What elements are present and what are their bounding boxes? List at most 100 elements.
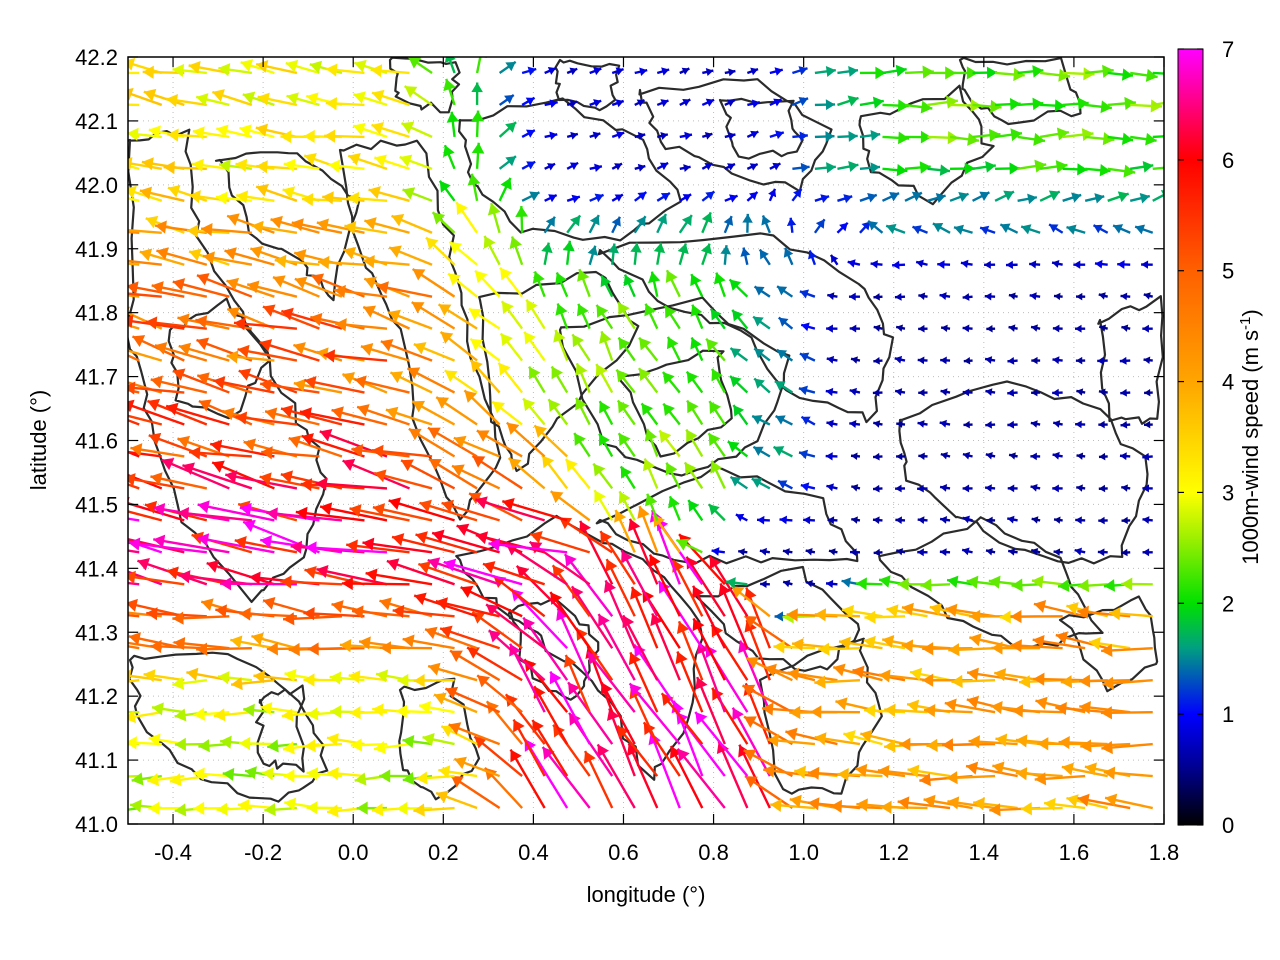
wind-vector (469, 337, 501, 362)
wind-vector (438, 765, 478, 779)
wind-vector (791, 96, 809, 107)
wind-vector (455, 201, 479, 234)
wind-vector (859, 96, 884, 109)
wind-vector (388, 497, 455, 522)
wind-vector (637, 505, 659, 553)
wind-vector (617, 336, 636, 362)
y-tick-label: 41.6 (75, 429, 118, 454)
wind-vector (852, 665, 906, 682)
wind-vector (597, 613, 636, 681)
wind-vector (1077, 578, 1108, 593)
wind-vector (692, 617, 726, 681)
wind-vector (799, 352, 816, 362)
wind-vector (751, 414, 771, 426)
wind-vector (728, 278, 749, 298)
wind-vector (782, 610, 815, 624)
wind-vector (128, 806, 140, 811)
wind-vector (615, 368, 636, 394)
wind-vector (165, 93, 208, 108)
wind-vector (628, 518, 659, 585)
wind-vector (239, 124, 275, 139)
wind-vector (259, 339, 320, 362)
wind-vector (571, 333, 591, 362)
wind-vector (1102, 676, 1153, 690)
wind-vector (1029, 260, 1041, 269)
wind-vector (773, 640, 815, 654)
wind-vector (288, 435, 343, 458)
terrain-contour-line (558, 296, 791, 477)
wind-vector (589, 163, 603, 172)
wind-vector (939, 548, 951, 557)
wind-vector (724, 99, 736, 107)
wind-vector (1053, 420, 1063, 428)
wind-vector (944, 698, 996, 714)
wind-vector (433, 692, 478, 714)
wind-vector (587, 245, 598, 266)
wind-vector (1094, 259, 1108, 269)
wind-vector (515, 206, 529, 233)
wind-vector (566, 214, 582, 234)
wind-vector (637, 367, 659, 394)
wind-vector (1007, 420, 1018, 429)
wind-vector (1104, 793, 1153, 810)
wind-vectors (128, 57, 1164, 818)
wind-vector (873, 548, 883, 557)
wind-vector (352, 122, 388, 139)
wind-vector (407, 57, 433, 74)
wind-vector (611, 99, 625, 108)
wind-vector (830, 799, 883, 813)
wind-vector (443, 78, 456, 106)
wind-vector (995, 97, 1021, 111)
wind-vector (897, 796, 951, 810)
wind-vector (128, 197, 140, 202)
wind-vector (1017, 65, 1044, 78)
wind-vector (599, 530, 636, 585)
wind-vector (498, 177, 512, 202)
wind-vector (859, 66, 886, 80)
wind-vector (150, 639, 207, 654)
terrain-contour-line (595, 465, 859, 565)
y-tick-label: 41.8 (75, 301, 118, 326)
wind-vector (963, 420, 973, 429)
wind-vector (499, 332, 524, 362)
wind-vector (128, 570, 185, 586)
wind-vector (307, 642, 365, 656)
wind-vector (1055, 701, 1108, 716)
wind-vector (525, 299, 546, 330)
wind-vector (692, 585, 726, 649)
wind-vector (826, 483, 838, 492)
y-tick-label: 41.2 (75, 684, 118, 709)
wind-vector (1098, 484, 1108, 493)
wind-vector (441, 499, 500, 522)
wind-vector (264, 407, 320, 426)
wind-vector (843, 730, 883, 746)
wind-vector (687, 499, 704, 522)
wind-vector (128, 537, 207, 554)
wind-vector (800, 415, 816, 426)
wind-vector (598, 400, 614, 426)
wind-vector (443, 144, 456, 170)
wind-vector (941, 738, 996, 752)
wind-vector (779, 515, 793, 525)
wind-vector (904, 191, 923, 202)
wind-vector (751, 477, 771, 490)
wind-vector (128, 381, 185, 395)
wind-vector (1076, 452, 1086, 460)
wind-vector (896, 420, 906, 428)
wind-vector (541, 746, 591, 809)
wind-vector (257, 92, 298, 107)
wind-vector (825, 452, 838, 461)
wind-vector (435, 597, 500, 618)
wind-vector (354, 375, 410, 394)
x-axis-title: longitude (°) (587, 882, 706, 907)
wind-vector (807, 766, 861, 780)
wind-vector (676, 748, 726, 809)
wind-vector (128, 354, 140, 362)
wind-vector (611, 193, 624, 202)
wind-vector (873, 357, 883, 365)
wind-vector (191, 158, 230, 172)
wind-vector (305, 541, 388, 555)
wind-vector (616, 725, 659, 777)
wind-vector (1107, 164, 1136, 178)
wind-vector (280, 575, 343, 589)
